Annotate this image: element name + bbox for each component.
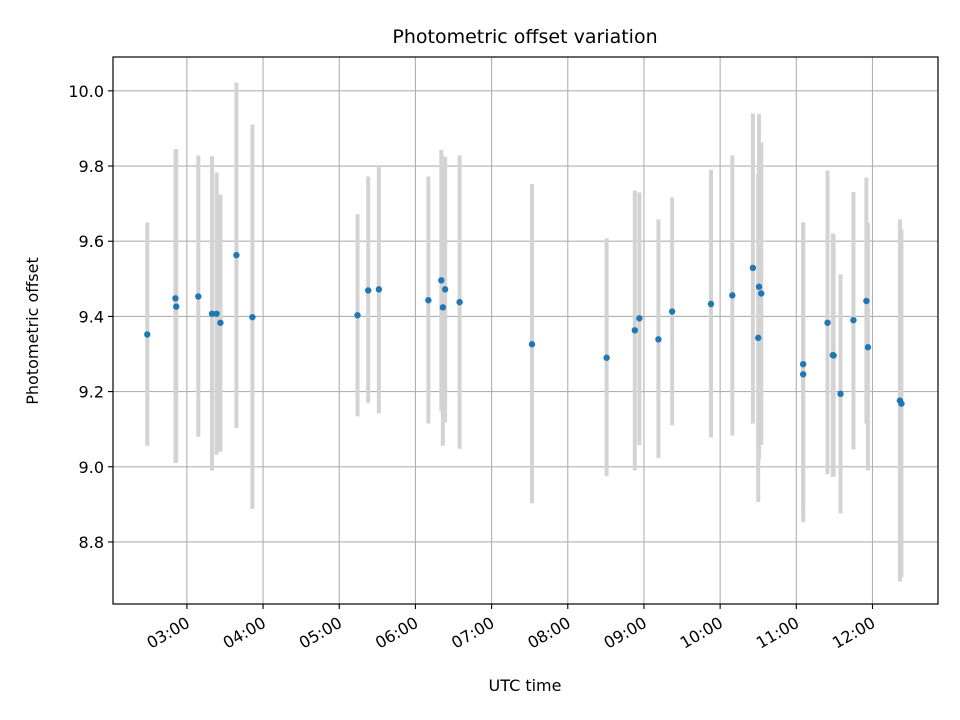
data-point — [837, 390, 844, 398]
y-tick-label: 10.0 — [68, 82, 104, 101]
data-point — [441, 286, 449, 293]
data-point — [233, 251, 240, 259]
data-point — [729, 292, 736, 299]
data-point — [364, 287, 372, 294]
data-point — [631, 327, 639, 334]
data-point — [850, 316, 857, 324]
data-point — [799, 360, 807, 368]
data-point — [603, 354, 610, 361]
x-axis-label: UTC time — [489, 676, 562, 695]
data-point — [208, 310, 216, 317]
data-point — [528, 341, 536, 348]
data-point — [249, 313, 256, 321]
y-tick-label: 9.0 — [79, 458, 104, 477]
data-point — [439, 304, 447, 311]
data-point — [824, 319, 831, 326]
y-axis-label: Photometric offset — [23, 257, 42, 405]
data-point — [707, 300, 715, 308]
data-point — [755, 283, 763, 290]
grid-lines — [113, 57, 938, 604]
y-axis-ticks: 8.8 9.0 9.2 9.4 9.6 9.8 10.0 — [68, 82, 113, 552]
plot-area: 03:00 04:00 05:00 06:00 07:00 08:00 09:00 10:00… — [68, 56, 939, 653]
y-tick-label: 9.4 — [79, 307, 104, 326]
data-point — [144, 331, 151, 338]
y-tick-label: 9.6 — [79, 232, 104, 251]
data-point — [173, 303, 180, 310]
axes-frame — [112, 56, 939, 605]
y-tick-label: 8.8 — [79, 533, 104, 552]
data-point — [749, 264, 757, 272]
data-point — [863, 297, 870, 305]
data-point — [655, 336, 662, 343]
data-point — [755, 334, 762, 342]
data-point — [438, 277, 445, 284]
data-point — [799, 371, 807, 378]
data-point — [636, 315, 643, 322]
data-point — [456, 298, 463, 306]
data-point — [375, 286, 383, 293]
data-point — [758, 290, 765, 297]
data-point — [864, 344, 872, 351]
data-point — [425, 297, 432, 304]
data-point — [217, 319, 224, 326]
chart-title: Photometric offset variation — [392, 26, 657, 48]
data-point — [830, 352, 837, 359]
y-tick-label: 9.2 — [79, 383, 104, 402]
data-point — [668, 308, 676, 315]
data-point — [354, 312, 361, 319]
data-markers — [144, 251, 905, 407]
data-point — [213, 310, 220, 317]
data-point — [898, 400, 905, 407]
data-point — [172, 295, 179, 302]
y-tick-label: 9.8 — [79, 157, 104, 176]
data-point — [195, 293, 202, 300]
